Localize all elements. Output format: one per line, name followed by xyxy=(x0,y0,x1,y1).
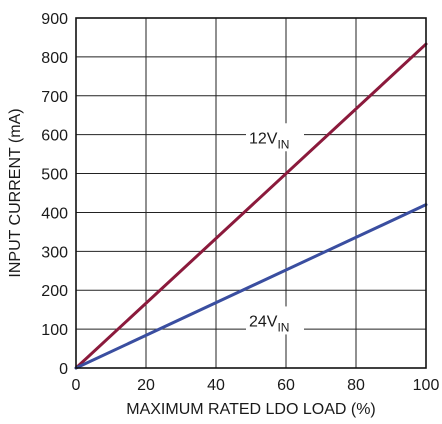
series-label-1: 24VIN xyxy=(249,313,289,334)
series-label-0: 12VIN xyxy=(249,130,289,151)
y-tick-label: 900 xyxy=(41,11,68,28)
series-line-0 xyxy=(74,42,428,370)
y-axis-title: INPUT CURRENT (mA) xyxy=(7,108,24,277)
series-line-1 xyxy=(74,203,428,370)
x-tick-labels: 0 20 40 60 80 100 xyxy=(72,377,440,394)
y-tick-label: 200 xyxy=(41,283,68,300)
x-tick-label: 100 xyxy=(413,377,440,394)
y-tick-label: 700 xyxy=(41,89,68,106)
y-tick-label: 600 xyxy=(41,128,68,145)
y-tick-label: 800 xyxy=(41,50,68,67)
series-lines xyxy=(74,42,428,370)
x-axis-title: MAXIMUM RATED LDO LOAD (%) xyxy=(126,401,376,418)
plot-border xyxy=(75,17,427,369)
y-tick-label: 500 xyxy=(41,167,68,184)
plot-frame xyxy=(75,17,427,369)
x-tick-label: 60 xyxy=(277,377,295,394)
series-label-bg xyxy=(246,123,304,152)
y-tick-label: 0 xyxy=(59,361,68,378)
y-tick-labels: 0 100 200 300 400 500 600 700 800 900 xyxy=(41,11,68,378)
y-tick-label: 300 xyxy=(41,244,68,261)
x-tick-label: 20 xyxy=(137,377,155,394)
x-tick-label: 80 xyxy=(347,377,365,394)
y-tick-label: 400 xyxy=(41,205,68,222)
x-tick-label: 0 xyxy=(72,377,81,394)
y-tick-label: 100 xyxy=(41,322,68,339)
series-label-bg xyxy=(246,306,304,335)
x-tick-label: 40 xyxy=(207,377,225,394)
series-labels: 12VIN 24VIN xyxy=(246,123,304,335)
